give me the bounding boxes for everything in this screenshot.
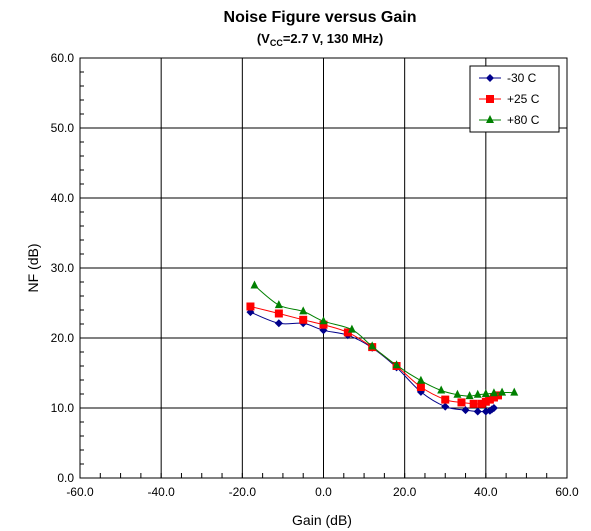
data-point <box>477 399 486 408</box>
data-point <box>481 397 490 406</box>
data-point <box>489 393 498 402</box>
data-point <box>274 309 283 318</box>
y-tick-label: 40.0 <box>51 191 75 205</box>
legend-marker <box>486 115 494 123</box>
data-point <box>473 389 482 398</box>
data-point <box>319 316 328 325</box>
legend-label: +80 C <box>507 113 540 127</box>
y-tick-label: 50.0 <box>51 121 75 135</box>
data-point <box>437 385 446 394</box>
y-tick-label: 10.0 <box>51 401 75 415</box>
x-axis-label: Gain (dB) <box>292 512 352 528</box>
data-point <box>392 360 401 369</box>
data-point <box>457 398 466 407</box>
y-tick-label: 20.0 <box>51 331 75 345</box>
series-layer <box>246 280 519 416</box>
subtitle-prefix: (V <box>257 31 270 46</box>
data-point <box>299 315 308 324</box>
data-point <box>274 319 283 328</box>
data-point <box>441 395 450 404</box>
legend-marker <box>486 74 494 82</box>
data-point <box>299 306 308 315</box>
data-point <box>343 328 352 337</box>
data-point <box>441 402 450 411</box>
legend: -30 C +25 C +80 C <box>469 65 560 133</box>
y-tick-label: 30.0 <box>51 261 75 275</box>
x-tick-labels: -60.0 -40.0 -20.0 0.0 20.0 40.0 60.0 <box>66 485 579 499</box>
x-tick-label: -20.0 <box>229 485 257 499</box>
y-tick-label: 0.0 <box>57 471 74 485</box>
chart-title: Noise Figure versus Gain <box>224 9 417 26</box>
data-point <box>473 407 482 416</box>
x-tick-label: -60.0 <box>66 485 94 499</box>
legend-label: +25 C <box>507 92 540 106</box>
subtitle-suffix: =2.7 V, 130 MHz) <box>283 31 383 46</box>
chart-subtitle: (VCC=2.7 V, 130 MHz) <box>257 31 383 48</box>
data-point <box>453 389 462 398</box>
data-point <box>461 406 470 415</box>
data-point <box>274 300 283 309</box>
series-triangle <box>250 280 519 400</box>
minor-ticks <box>79 57 568 479</box>
x-tick-label: 40.0 <box>474 485 498 499</box>
data-point <box>368 341 377 350</box>
data-point <box>416 375 425 384</box>
data-point <box>485 395 494 404</box>
subtitle-subscript: CC <box>270 38 283 48</box>
y-axis-label: NF (dB) <box>25 244 41 293</box>
x-tick-label: -40.0 <box>147 485 175 499</box>
data-point <box>319 320 328 329</box>
y-tick-label: 60.0 <box>51 51 75 65</box>
y-tick-labels: 0.0 10.0 20.0 30.0 40.0 50.0 60.0 <box>51 51 75 485</box>
legend-label: -30 C <box>507 71 537 85</box>
legend-marker <box>486 95 494 103</box>
data-point <box>494 391 503 400</box>
data-point <box>347 324 356 333</box>
data-point <box>510 387 519 396</box>
data-point <box>481 389 490 397</box>
x-tick-label: 20.0 <box>393 485 417 499</box>
series-line <box>254 285 515 397</box>
data-point <box>416 383 425 391</box>
x-tick-label: 0.0 <box>315 485 332 499</box>
data-point <box>250 280 259 289</box>
data-point <box>489 388 498 397</box>
data-point <box>465 391 474 400</box>
data-point <box>498 387 507 396</box>
data-point <box>246 302 255 311</box>
data-point <box>489 404 498 412</box>
data-point <box>469 399 478 408</box>
x-tick-label: 60.0 <box>555 485 579 499</box>
